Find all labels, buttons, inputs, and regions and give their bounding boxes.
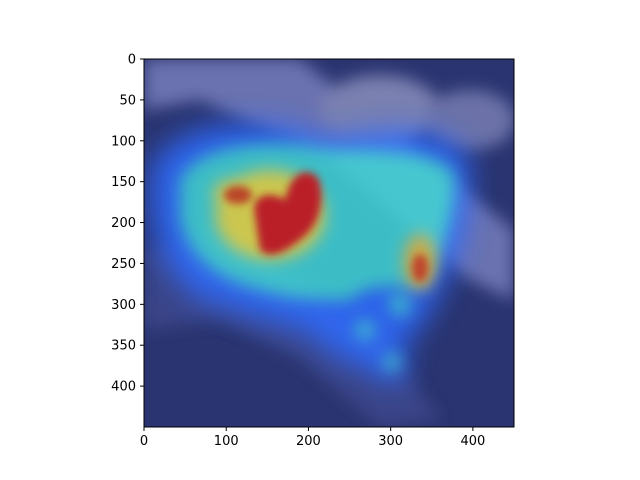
y-axis-ticks: 0 50 100 150 200 250 300 350 400 — [111, 53, 144, 395]
heat-layer-red — [224, 172, 428, 282]
y-tick-label: 400 — [111, 380, 136, 395]
x-tick-label: 200 — [296, 434, 321, 449]
heat-overlay — [150, 123, 470, 383]
y-tick-label: 0 — [128, 53, 136, 68]
x-tick-label: 100 — [214, 434, 239, 449]
y-tick-label: 250 — [111, 257, 136, 272]
y-tick-label: 200 — [111, 216, 136, 231]
y-tick-label: 350 — [111, 339, 136, 354]
x-tick-label: 300 — [378, 434, 403, 449]
y-tick-label: 150 — [111, 175, 136, 190]
y-tick-label: 300 — [111, 298, 136, 313]
y-tick-label: 50 — [119, 93, 136, 108]
x-axis-ticks: 0 100 200 300 400 — [140, 427, 485, 449]
x-tick-label: 0 — [140, 434, 148, 449]
y-tick-label: 100 — [111, 134, 136, 149]
heatmap-image — [144, 59, 514, 427]
plot-frame — [143, 58, 515, 428]
x-tick-label: 400 — [460, 434, 485, 449]
